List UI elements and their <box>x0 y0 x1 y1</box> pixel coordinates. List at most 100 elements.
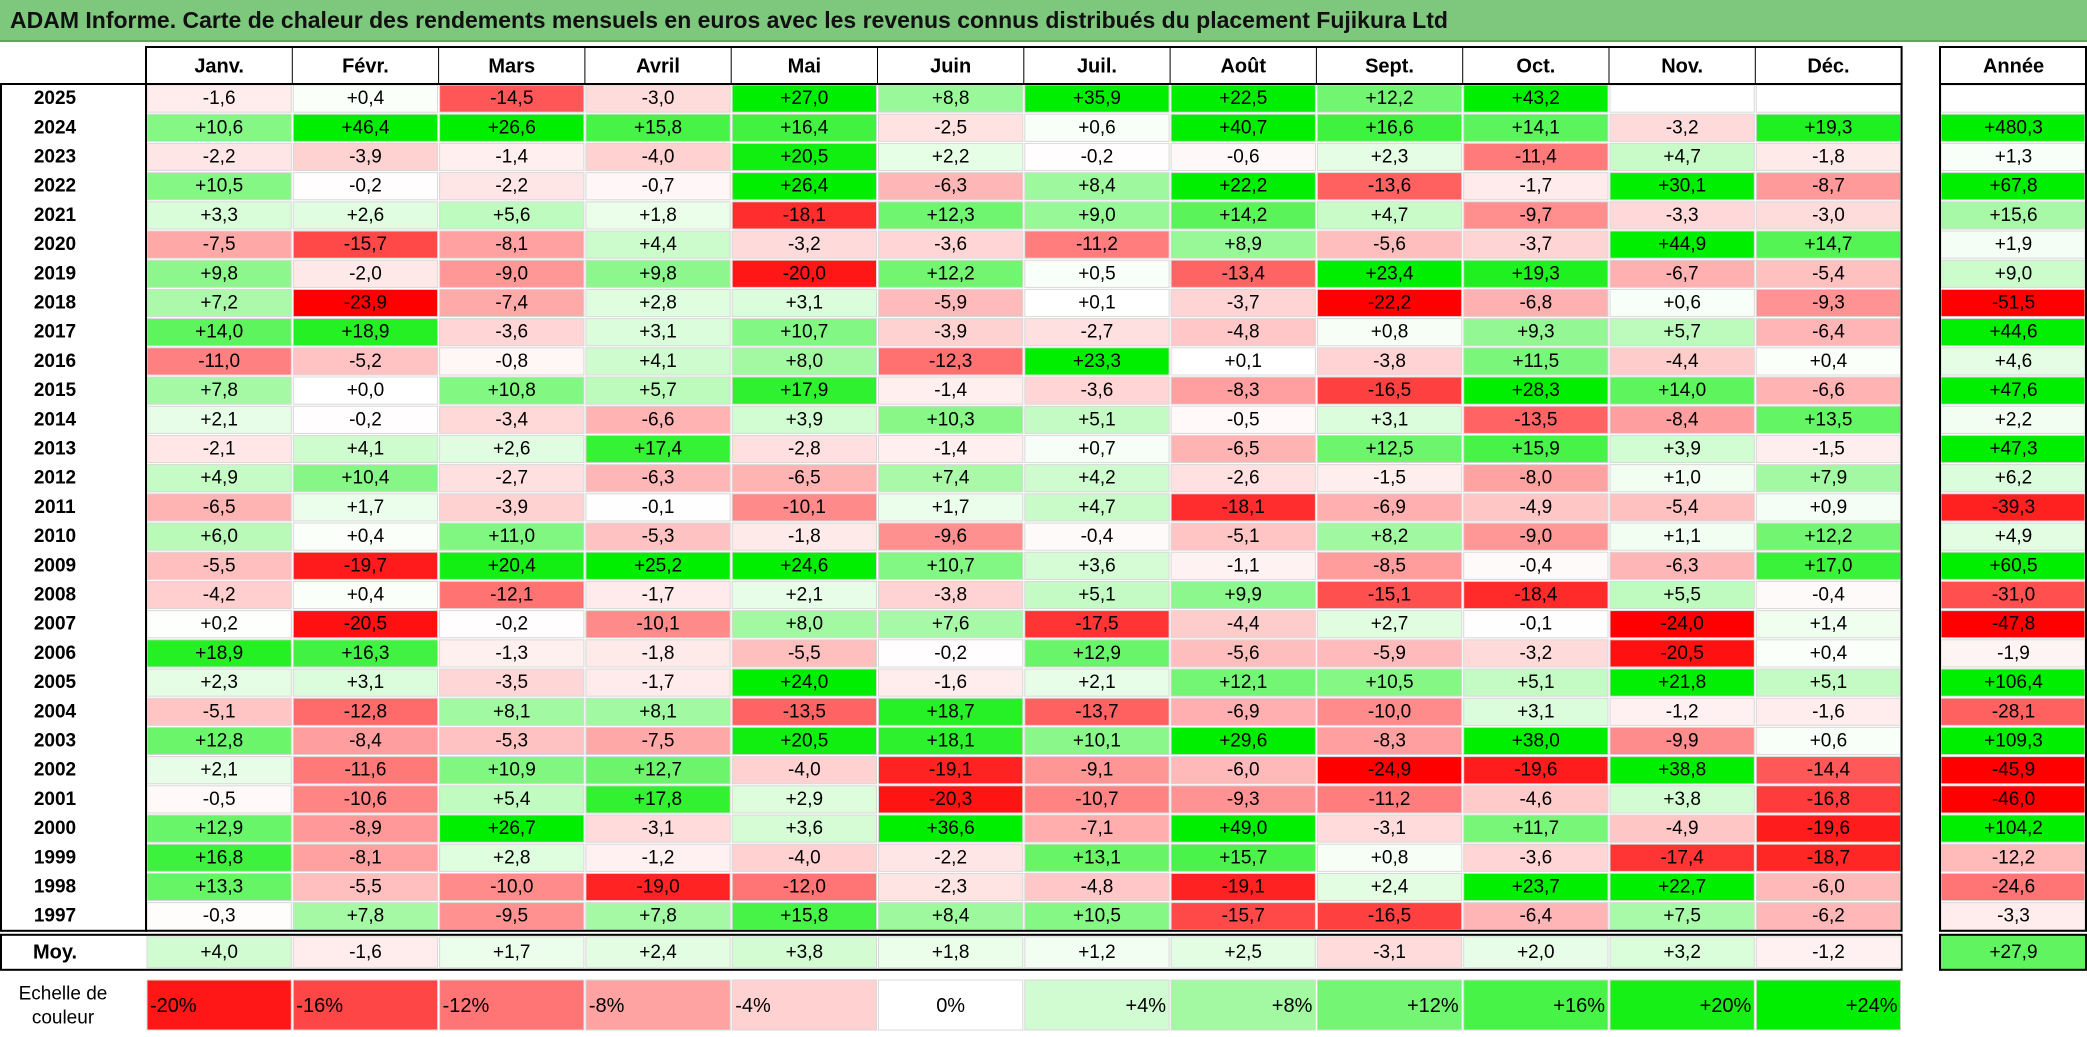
heatmap-cell-value: -3,7 <box>1519 234 1552 255</box>
heatmap-cell <box>1170 843 1316 872</box>
heatmap-cell <box>292 843 439 872</box>
heatmap-cell-value: +27,0 <box>780 88 828 109</box>
heatmap-cell <box>1316 113 1463 142</box>
annual-cell <box>1940 376 2086 405</box>
heatmap-cell-value: -2,7 <box>1081 322 1114 343</box>
heatmap-cell-value: -3,9 <box>495 497 528 518</box>
heatmap-cell <box>1024 201 1170 230</box>
heatmap-cell <box>1170 668 1316 697</box>
heatmap-cell-value: -0,3 <box>203 906 236 927</box>
heatmap-cell-value: -18,7 <box>1807 847 1850 868</box>
heatmap-cell <box>1024 610 1170 639</box>
heatmap-cell-value: -0,1 <box>642 497 675 518</box>
heatmap-cell <box>1463 405 1609 434</box>
heatmap-cell-value: -15,7 <box>1222 906 1265 927</box>
heatmap-cell <box>1316 288 1463 318</box>
heatmap-cell <box>1755 259 1902 288</box>
heatmap-cell-value: +10,8 <box>488 380 536 401</box>
heatmap-cell-value: +12,2 <box>927 263 975 284</box>
heatmap-cell-value: +10,9 <box>488 760 536 781</box>
heatmap-cell-value: -3,2 <box>1519 643 1552 664</box>
average-cell <box>1316 936 1463 969</box>
heatmap-cell-value: +3,1 <box>786 293 824 314</box>
scale-swatch <box>439 979 585 1031</box>
heatmap-cell-value: +2,6 <box>493 439 531 460</box>
heatmap-cell <box>731 84 878 113</box>
heatmap-cell-value: +0,5 <box>1078 263 1116 284</box>
heatmap-cell-value: +7,4 <box>932 468 970 489</box>
heatmap-cell-value: +11,7 <box>1513 818 1560 839</box>
heatmap-cell <box>146 522 292 551</box>
heatmap-cell-value: -6,4 <box>1519 906 1552 927</box>
heatmap-cell-value: +4,4 <box>639 234 677 255</box>
scale-swatch <box>1609 979 1755 1031</box>
month-header-0: Janv. <box>194 56 244 78</box>
year-label-2012: 2012 <box>34 468 76 489</box>
heatmap-cell <box>1024 142 1170 172</box>
heatmap-cell <box>1170 172 1316 201</box>
heatmap-cell <box>878 259 1024 288</box>
heatmap-cell-value: -16,8 <box>1807 789 1850 810</box>
heatmap-cell <box>731 493 878 522</box>
heatmap-cell-value: -12,3 <box>929 351 972 372</box>
heatmap-cell <box>1463 493 1609 522</box>
heatmap-cell <box>1609 639 1755 668</box>
heatmap-cell <box>1170 756 1316 785</box>
annual-cell-value: -3,3 <box>1997 906 2030 927</box>
month-header-11: Déc. <box>1807 56 1849 78</box>
heatmap-cell <box>292 113 439 142</box>
heatmap-cell <box>585 230 731 259</box>
heatmap-cell <box>1755 142 1902 172</box>
year-column-border <box>0 83 147 932</box>
heatmap-cell-value: +1,1 <box>1663 526 1701 547</box>
heatmap-cell-value: -0,1 <box>1519 614 1552 635</box>
heatmap-cell-value: +12,9 <box>195 818 243 839</box>
heatmap-cell-value: +4,7 <box>1371 205 1409 226</box>
heatmap-cell-value: +17,4 <box>634 439 683 460</box>
heatmap-cell <box>1755 580 1902 610</box>
heatmap-cell <box>731 668 878 697</box>
heatmap-cell-value: -1,2 <box>642 847 675 868</box>
heatmap-cell <box>1316 551 1463 580</box>
year-label-2003: 2003 <box>34 731 76 752</box>
heatmap-cell <box>439 113 585 142</box>
year-label-2020: 2020 <box>34 234 76 255</box>
heatmap-cell-value: -9,0 <box>495 263 528 284</box>
heatmap-cell-value: +7,9 <box>1810 468 1848 489</box>
average-cell-value: +1,8 <box>932 942 970 963</box>
heatmap-cell-value: +18,1 <box>927 731 975 752</box>
heatmap-cell-value: +4,2 <box>1078 468 1116 489</box>
heatmap-cell-value: -5,6 <box>1373 234 1406 255</box>
heatmap-cell <box>1463 376 1609 405</box>
heatmap-cell <box>1170 230 1316 259</box>
heatmap-cell <box>1316 756 1463 785</box>
scale-swatch-label: +20% <box>1700 995 1752 1017</box>
average-cell-value: +3,2 <box>1663 942 1701 963</box>
heatmap-cell-value: -1,8 <box>642 643 675 664</box>
heatmap-cell <box>1755 639 1902 668</box>
heatmap-cell-value: +18,9 <box>195 643 243 664</box>
heatmap-cell <box>1609 84 1755 113</box>
heatmap-cell-value: -6,3 <box>934 176 967 197</box>
heatmap-cell-value: -19,6 <box>1807 818 1850 839</box>
heatmap-cell-value: -13,5 <box>1514 409 1557 430</box>
heatmap-cell <box>585 142 731 172</box>
heatmap-cell <box>1170 522 1316 551</box>
year-label-1998: 1998 <box>34 877 76 898</box>
heatmap-cell-value: +7,5 <box>1663 906 1701 927</box>
heatmap-cell <box>1463 172 1609 201</box>
title-bar: ADAM Informe. Carte de chaleur des rende… <box>0 0 2087 42</box>
heatmap-cell-value: +8,1 <box>493 701 531 722</box>
heatmap-cell <box>1755 814 1902 843</box>
heatmap-cell <box>439 376 585 405</box>
heatmap-cell-value: +2,3 <box>200 672 238 693</box>
heatmap-cell-value: +38,8 <box>1658 760 1706 781</box>
month-header-3: Avril <box>636 56 680 78</box>
heatmap-cell <box>439 201 585 230</box>
heatmap-cell-value: -3,2 <box>1666 117 1699 138</box>
heatmap-cell-value: -6,6 <box>642 409 675 430</box>
heatmap-cell <box>292 259 439 288</box>
heatmap-cell-value: -8,1 <box>495 234 528 255</box>
heatmap-cell-value: +0,8 <box>1371 322 1409 343</box>
heatmap-cell <box>146 434 292 464</box>
